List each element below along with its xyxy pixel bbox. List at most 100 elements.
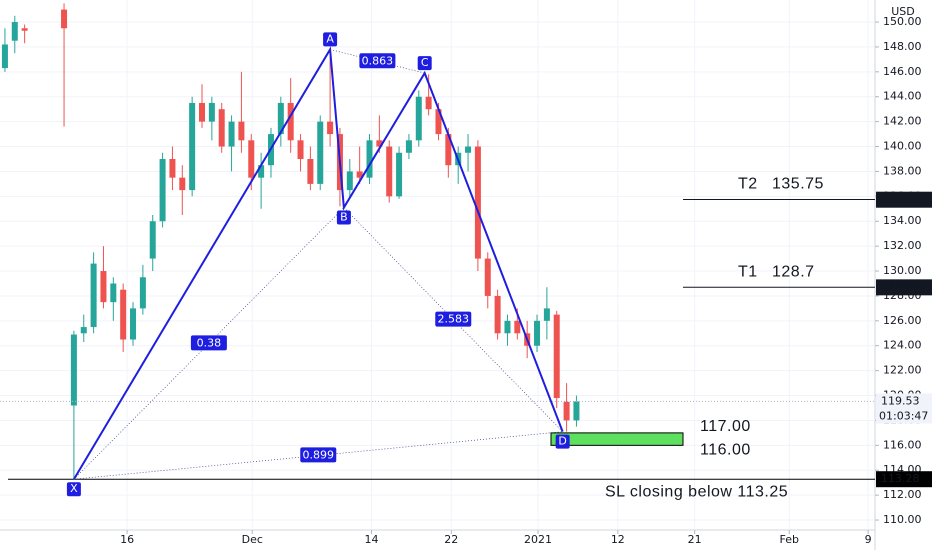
- candle-body: [563, 401, 570, 421]
- stop-text: SL closing below 113.25: [605, 483, 788, 500]
- candle-body: [376, 140, 383, 147]
- zone-label: 117.00: [700, 418, 751, 435]
- point-label: B: [340, 211, 348, 224]
- currency-label: USD: [891, 5, 915, 18]
- candle-body: [484, 258, 491, 296]
- point-box: [417, 56, 432, 71]
- candle-body: [386, 146, 393, 197]
- ratio-line: [73, 207, 345, 480]
- candle-body: [61, 9, 68, 29]
- candle-body: [356, 171, 363, 178]
- y-tick-label: 138.00: [883, 164, 922, 177]
- x-tick-label: 9: [865, 533, 872, 546]
- y-tick-label: 132.00: [883, 239, 922, 252]
- point-label: D: [558, 435, 566, 448]
- ratio-box: [435, 311, 472, 327]
- point-box: [323, 32, 338, 47]
- entry-zone: [550, 432, 684, 446]
- target-value: 135.75: [772, 176, 824, 193]
- last-price-label: 119.53: [881, 394, 920, 407]
- candle-body: [307, 158, 314, 184]
- candle-body: [11, 22, 18, 41]
- candle-body: [504, 320, 511, 334]
- y-tick-label: 116.00: [883, 438, 922, 451]
- point-label: C: [421, 56, 429, 69]
- candle-body: [534, 320, 541, 346]
- target-name: T2: [738, 176, 758, 193]
- candle-body: [317, 121, 324, 184]
- price-tag: [876, 279, 932, 296]
- ratio-box: [359, 53, 396, 69]
- ratio-label: 0.899: [303, 448, 335, 461]
- candle-body: [277, 102, 284, 135]
- candle-body: [110, 283, 117, 303]
- candle-body: [120, 289, 127, 340]
- y-tick-label: 122.00: [883, 364, 922, 377]
- candle-body: [425, 96, 432, 110]
- x-tick-label: 22: [444, 533, 458, 546]
- candle-body: [159, 158, 166, 222]
- x-tick-label: 2021: [524, 533, 552, 546]
- candle-body: [287, 102, 294, 141]
- candle-body: [553, 314, 560, 399]
- point-box: [336, 210, 351, 225]
- ratio-box: [300, 447, 337, 463]
- price-tag-label: 135.73: [881, 193, 920, 206]
- candle-body: [80, 327, 87, 334]
- x-tick-label: 14: [364, 533, 378, 546]
- candle-body: [90, 263, 97, 328]
- point-box: [66, 482, 81, 497]
- y-tick-label: 150.00: [883, 15, 922, 28]
- candle-body: [445, 134, 452, 166]
- candle-body: [238, 121, 245, 141]
- candle-body: [258, 165, 265, 178]
- y-tick-label: 142.00: [883, 115, 922, 128]
- candle-body: [139, 277, 146, 309]
- ratio-label: 0.38: [197, 336, 222, 349]
- candle-body: [327, 121, 334, 135]
- candle-body: [465, 146, 472, 153]
- y-tick-label: 126.00: [883, 314, 922, 327]
- candle-body: [130, 308, 137, 340]
- candle-body: [149, 221, 156, 259]
- y-tick-label: 112.00: [883, 488, 922, 501]
- y-tick-label: 146.00: [883, 65, 922, 78]
- candle-body: [228, 121, 235, 147]
- x-tick-label: Feb: [780, 533, 799, 546]
- candle-body: [70, 334, 77, 406]
- countdown: 01:03:47: [879, 409, 928, 422]
- zone-label: 116.00: [700, 442, 751, 459]
- candle-body: [218, 109, 225, 147]
- ratio-label: 0.863: [362, 54, 394, 67]
- candle-body: [396, 152, 403, 197]
- x-tick-label: 16: [120, 533, 134, 546]
- candle-body: [494, 295, 501, 334]
- candle-body: [1, 44, 8, 69]
- x-tick-label: Dec: [242, 533, 263, 546]
- candle-body: [198, 102, 205, 122]
- candle-body: [405, 140, 412, 153]
- candle-body: [297, 140, 304, 159]
- candle-body: [514, 320, 521, 334]
- candle-body: [366, 140, 373, 178]
- candle-body: [179, 177, 186, 191]
- x-tick-label: 21: [688, 533, 702, 546]
- candle-body: [435, 109, 442, 135]
- y-tick-label: 124.00: [883, 339, 922, 352]
- y-tick-label: 134.00: [883, 214, 922, 227]
- point-label: A: [326, 32, 334, 45]
- candle-body: [189, 102, 196, 191]
- y-tick-label: 140.00: [883, 140, 922, 153]
- candle-body: [100, 271, 107, 303]
- ratio-line: [73, 431, 563, 480]
- ratio-label: 2.583: [438, 313, 470, 326]
- price-tag: [876, 191, 932, 208]
- candle-body: [248, 140, 255, 178]
- y-tick-label: 144.00: [883, 90, 922, 103]
- target-name: T1: [738, 263, 758, 280]
- y-tick-label: 110.00: [883, 513, 922, 526]
- y-tick-label: 148.00: [883, 40, 922, 53]
- price-tag-label: 113.28: [881, 472, 920, 485]
